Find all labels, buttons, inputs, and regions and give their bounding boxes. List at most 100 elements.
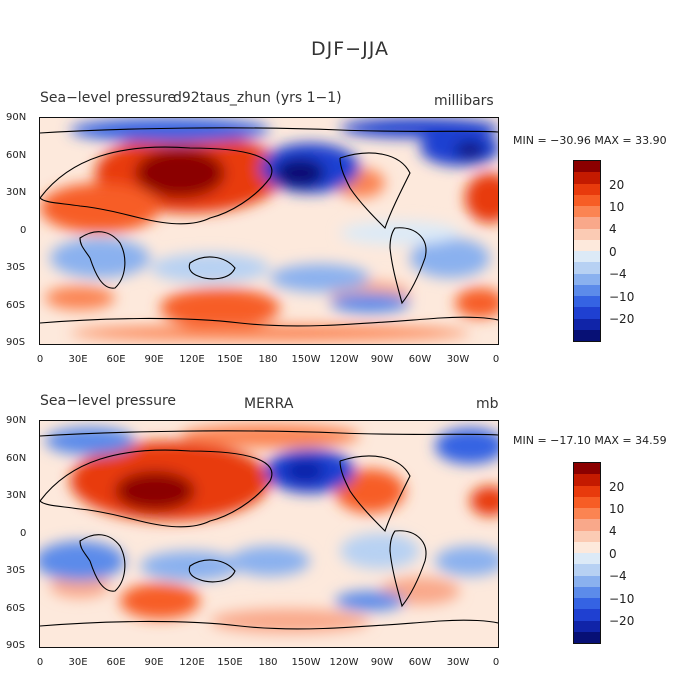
panel1-colorbar-label: −20: [609, 312, 635, 326]
colorbar-swatch: [574, 598, 600, 610]
panel2-colorbar-label: −10: [609, 592, 635, 606]
panel1-lat-label: 0: [20, 225, 27, 236]
panel1-lon-label: 150E: [217, 354, 243, 365]
panel2-lon-label: 60W: [408, 657, 432, 668]
colorbar-swatch: [574, 474, 600, 486]
panel1-colorbar-label: 0: [609, 245, 617, 259]
colorbar-swatch: [574, 564, 600, 576]
panel1-lon-label: 0: [492, 354, 500, 365]
panel2-colorbar-swatches: [574, 463, 600, 643]
panel2-lon-label: 60E: [106, 657, 126, 668]
panel2-lon-label: 180: [258, 657, 278, 668]
panel2-coastlines: [40, 430, 498, 630]
colorbar-swatch: [574, 239, 600, 251]
panel1-units: millibars: [434, 93, 494, 109]
colorbar-swatch: [574, 575, 600, 587]
panel1-lon-label: 120E: [179, 354, 205, 365]
panel1-lon-label: 30E: [68, 354, 88, 365]
panel2-lat-label: 30N: [6, 490, 27, 501]
panel2-lon-label: 30W: [446, 657, 470, 668]
panel2-lon-label: 90W: [370, 657, 394, 668]
panel1-colorbar-label: 4: [609, 222, 617, 236]
panel1-center-title: d92taus_zhun (yrs 1−1): [173, 90, 342, 106]
panel2-lon-label: 30E: [68, 657, 88, 668]
panel1-colorbar-swatches: [574, 161, 600, 341]
panel2-colorbar-label: 4: [609, 524, 617, 538]
panel1-colorbar-label: −10: [609, 290, 635, 304]
panel2-colorbar-label: 10: [609, 502, 625, 516]
panel2-lat-label: 30S: [6, 565, 26, 576]
colorbar-swatch: [574, 194, 600, 206]
colorbar-swatch: [574, 609, 600, 621]
panel2-center-title: MERRA: [244, 396, 294, 412]
colorbar-swatch: [574, 296, 600, 308]
panel2-map-svg: [40, 421, 498, 647]
panel1-stats: MIN = −30.96 MAX = 33.90: [513, 134, 667, 147]
panel1-lon-label: 30W: [446, 354, 470, 365]
panel1-lon-label: 90E: [144, 354, 164, 365]
colorbar-swatch: [574, 228, 600, 240]
panel1-lat-label: 30S: [6, 262, 26, 273]
panel2-stats: MIN = −17.10 MAX = 34.59: [513, 434, 667, 447]
colorbar-swatch: [574, 485, 600, 497]
panel1-lat-label: 90N: [6, 112, 27, 123]
panel1-map-svg: [40, 118, 498, 344]
panel2-lon-label: 120W: [329, 657, 359, 668]
colorbar-swatch: [574, 530, 600, 542]
panel2-lat-label: 60S: [6, 603, 26, 614]
colorbar-swatch: [574, 251, 600, 263]
colorbar-swatch: [574, 318, 600, 330]
colorbar-swatch: [574, 586, 600, 598]
panel1-map: [39, 117, 499, 345]
colorbar-swatch: [574, 206, 600, 218]
panel2-lat-label: 90N: [6, 415, 27, 426]
figure-title: DJF−JJA: [311, 38, 389, 60]
panel2-lat-label: 0: [20, 528, 27, 539]
panel1-lat-label: 60N: [6, 150, 27, 161]
colorbar-swatch: [574, 217, 600, 229]
panel2-lat-label: 90S: [6, 640, 26, 651]
panel2-colorbar: [573, 462, 601, 644]
colorbar-swatch: [574, 631, 600, 643]
panel1-coastlines: [40, 127, 498, 327]
panel1-colorbar-label: −4: [609, 267, 627, 281]
panel2-colorbar-label: −4: [609, 569, 627, 583]
colorbar-swatch: [574, 519, 600, 531]
colorbar-swatch: [574, 496, 600, 508]
panel1-colorbar-label: 10: [609, 200, 625, 214]
colorbar-swatch: [574, 541, 600, 553]
panel1-colorbar: [573, 160, 601, 342]
panel1-lon-label: 120W: [329, 354, 359, 365]
panel1-lon-label: 90W: [370, 354, 394, 365]
panel2-colorbar-label: 0: [609, 547, 617, 561]
panel2-lon-label: 150W: [291, 657, 321, 668]
panel2-lon-label: 90E: [144, 657, 164, 668]
panel1-left-title: Sea−level pressure: [40, 90, 177, 106]
panel2-colorbar-label: −20: [609, 614, 635, 628]
panel1-colorbar-label: 20: [609, 178, 625, 192]
panel2-colorbar-label: 20: [609, 480, 625, 494]
colorbar-swatch: [574, 161, 600, 173]
panel2-lat-label: 60N: [6, 453, 27, 464]
panel1-lon-label: 60W: [408, 354, 432, 365]
colorbar-swatch: [574, 329, 600, 341]
colorbar-swatch: [574, 620, 600, 632]
panel2-lon-label: 120E: [179, 657, 205, 668]
panel1-lat-label: 30N: [6, 187, 27, 198]
colorbar-swatch: [574, 172, 600, 184]
panel2-units: mb: [476, 396, 499, 412]
colorbar-swatch: [574, 508, 600, 520]
panel1-lon-label: 180: [258, 354, 278, 365]
panel1-lon-label: 60E: [106, 354, 126, 365]
colorbar-swatch: [574, 307, 600, 319]
panel2-lon-label: 0: [36, 657, 44, 668]
panel2-lon-label: 0: [492, 657, 500, 668]
colorbar-swatch: [574, 183, 600, 195]
colorbar-swatch: [574, 273, 600, 285]
panel1-lon-label: 0: [36, 354, 44, 365]
colorbar-swatch: [574, 284, 600, 296]
colorbar-swatch: [574, 553, 600, 565]
panel2-map: [39, 420, 499, 648]
colorbar-swatch: [574, 463, 600, 475]
colorbar-swatch: [574, 262, 600, 274]
